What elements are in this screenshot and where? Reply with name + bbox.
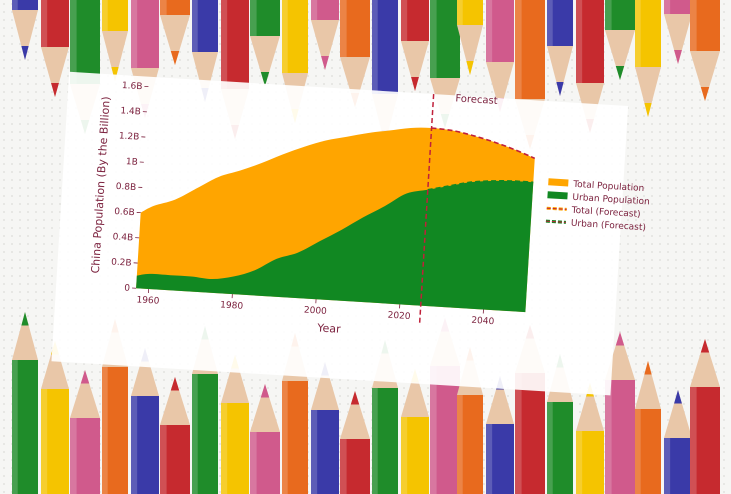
line-urban-forecast [427,180,534,191]
y-tick-label: 1.4B [120,106,141,117]
y-tick-label: 1.2B [119,131,140,142]
x-tick-label: 2040 [471,316,495,327]
colored-pencil-icon [401,0,429,91]
colored-pencil-icon [635,361,661,494]
colored-pencil-icon [664,390,692,494]
colored-pencil-icon [250,0,280,86]
x-tick-label: 2020 [387,311,411,322]
forecast-label: Forecast [455,93,498,107]
colored-pencil-icon [486,0,514,112]
y-tick-label: 1B [126,157,138,168]
colored-pencil-icon [547,0,573,96]
legend-label: Urban (Forecast) [571,219,647,234]
x-tick-label: 1980 [220,300,244,311]
colored-pencil-icon [12,312,38,494]
colored-pencil-icon [605,0,635,80]
y-tick-label: 0.2B [111,257,132,268]
legend-swatch [547,191,568,200]
colored-pencil-icon [340,391,370,494]
line-total-forecast [431,127,536,160]
legend-label: Total (Forecast) [570,206,640,220]
legend-label: Total Population [572,180,645,194]
colored-pencil-icon [690,0,720,101]
y-tick-label: 0.4B [112,232,133,243]
y-tick-label: 0.6B [114,207,135,218]
colored-pencil-icon [690,339,720,494]
forecast-divider-line [418,94,435,324]
y-tick-label: 0 [124,284,131,294]
colored-pencil-icon [486,376,514,494]
colored-pencil-icon [457,0,483,75]
colored-pencil-icon [41,0,69,97]
colored-pencil-icon [221,355,249,494]
colored-pencil-icon [372,0,398,144]
legend-swatch [548,178,569,187]
colored-pencil-icon [160,0,190,65]
colored-pencil-icon [664,0,692,64]
colored-pencil-icon [250,384,280,494]
colored-pencil-icon [160,377,190,494]
colored-pencil-icon [605,332,635,494]
legend-label: Urban Population [572,193,650,208]
colored-pencil-icon [311,0,339,70]
y-tick-label: 0.8B [115,182,136,193]
colored-pencil-icon [340,0,370,107]
x-axis-label: Year [316,321,342,335]
colored-pencil-icon [192,0,218,102]
colored-pencil-icon [311,362,339,494]
colored-pencil-icon [12,0,38,60]
y-tick-label: 1.6B [122,81,143,92]
area-urban-population [136,180,534,313]
colored-pencil-icon [102,0,128,81]
x-tick-label: 2000 [304,306,328,317]
colored-pencil-icon [576,0,604,133]
colored-pencil-icon [635,0,661,117]
colored-pencil-icon [70,370,100,494]
x-tick-label: 1960 [136,295,160,306]
